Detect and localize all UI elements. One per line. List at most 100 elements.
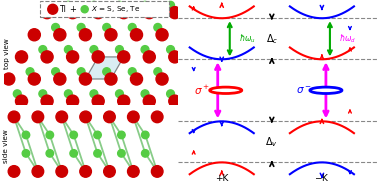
Circle shape bbox=[32, 166, 44, 177]
Circle shape bbox=[67, 51, 79, 63]
Circle shape bbox=[90, 46, 98, 53]
Circle shape bbox=[167, 90, 175, 98]
Circle shape bbox=[105, 73, 117, 85]
Circle shape bbox=[28, 73, 40, 85]
Circle shape bbox=[156, 73, 168, 85]
Text: $\hbar\omega_u$: $\hbar\omega_u$ bbox=[239, 33, 256, 45]
Circle shape bbox=[104, 166, 115, 177]
Circle shape bbox=[152, 166, 163, 177]
Circle shape bbox=[129, 68, 136, 76]
Text: $-$K: $-$K bbox=[314, 172, 330, 183]
Circle shape bbox=[46, 131, 54, 139]
Circle shape bbox=[52, 24, 59, 31]
Circle shape bbox=[118, 95, 130, 107]
Circle shape bbox=[8, 166, 20, 177]
Circle shape bbox=[116, 90, 123, 98]
Circle shape bbox=[130, 29, 143, 41]
Circle shape bbox=[90, 90, 98, 98]
Circle shape bbox=[116, 46, 123, 53]
Circle shape bbox=[103, 68, 111, 76]
Circle shape bbox=[143, 95, 155, 107]
Circle shape bbox=[141, 90, 149, 98]
Circle shape bbox=[56, 111, 68, 123]
Text: top view: top view bbox=[4, 38, 9, 69]
Circle shape bbox=[65, 1, 72, 9]
Circle shape bbox=[92, 7, 104, 19]
Circle shape bbox=[67, 95, 79, 107]
Circle shape bbox=[104, 111, 115, 123]
Circle shape bbox=[54, 73, 66, 85]
Circle shape bbox=[70, 131, 77, 139]
Circle shape bbox=[90, 1, 98, 9]
Circle shape bbox=[41, 51, 53, 63]
Circle shape bbox=[39, 46, 47, 53]
Circle shape bbox=[94, 150, 101, 157]
Circle shape bbox=[56, 166, 68, 177]
Text: $\hbar\omega_d$: $\hbar\omega_d$ bbox=[339, 33, 356, 45]
Text: $\Delta_v$: $\Delta_v$ bbox=[265, 135, 278, 149]
Circle shape bbox=[46, 150, 54, 157]
Circle shape bbox=[77, 68, 85, 76]
Circle shape bbox=[129, 24, 136, 31]
Circle shape bbox=[65, 90, 72, 98]
Circle shape bbox=[8, 111, 20, 123]
Circle shape bbox=[32, 111, 44, 123]
Circle shape bbox=[22, 131, 30, 139]
Circle shape bbox=[167, 46, 175, 53]
Circle shape bbox=[41, 95, 53, 107]
Circle shape bbox=[169, 95, 181, 107]
Circle shape bbox=[26, 68, 34, 76]
Circle shape bbox=[79, 73, 91, 85]
Circle shape bbox=[116, 1, 123, 9]
Circle shape bbox=[154, 24, 162, 31]
Circle shape bbox=[3, 73, 15, 85]
Text: $\sigma^+$: $\sigma^+$ bbox=[194, 84, 210, 97]
Circle shape bbox=[94, 131, 101, 139]
Circle shape bbox=[118, 51, 130, 63]
Circle shape bbox=[22, 150, 30, 157]
Circle shape bbox=[152, 111, 163, 123]
Text: +: + bbox=[70, 5, 76, 14]
Circle shape bbox=[41, 7, 53, 19]
Circle shape bbox=[156, 29, 168, 41]
Circle shape bbox=[65, 46, 72, 53]
Circle shape bbox=[118, 150, 125, 157]
Circle shape bbox=[81, 6, 88, 13]
Circle shape bbox=[127, 111, 139, 123]
Circle shape bbox=[167, 1, 175, 9]
Text: $X$ = S, Se, Te: $X$ = S, Se, Te bbox=[91, 4, 140, 14]
Circle shape bbox=[48, 4, 58, 14]
Circle shape bbox=[70, 150, 77, 157]
Text: +K: +K bbox=[215, 174, 228, 183]
Circle shape bbox=[141, 131, 149, 139]
Circle shape bbox=[141, 1, 149, 9]
Circle shape bbox=[80, 111, 91, 123]
FancyBboxPatch shape bbox=[40, 1, 169, 17]
Text: side view: side view bbox=[3, 129, 9, 163]
Circle shape bbox=[118, 7, 130, 19]
Circle shape bbox=[118, 131, 125, 139]
Circle shape bbox=[92, 51, 104, 63]
Circle shape bbox=[141, 150, 149, 157]
Polygon shape bbox=[85, 57, 124, 79]
Circle shape bbox=[52, 68, 59, 76]
Circle shape bbox=[103, 24, 111, 31]
Circle shape bbox=[143, 51, 155, 63]
Circle shape bbox=[67, 7, 79, 19]
Circle shape bbox=[141, 46, 149, 53]
Circle shape bbox=[130, 73, 143, 85]
Circle shape bbox=[154, 68, 162, 76]
Text: Tl: Tl bbox=[60, 5, 67, 14]
Circle shape bbox=[105, 29, 117, 41]
Circle shape bbox=[169, 7, 181, 19]
Circle shape bbox=[92, 95, 104, 107]
Circle shape bbox=[13, 90, 21, 98]
Circle shape bbox=[77, 24, 85, 31]
Circle shape bbox=[54, 29, 66, 41]
Circle shape bbox=[39, 90, 47, 98]
Text: $\sigma^-$: $\sigma^-$ bbox=[296, 85, 312, 96]
Circle shape bbox=[79, 29, 91, 41]
Circle shape bbox=[28, 29, 40, 41]
Text: $\Delta_c$: $\Delta_c$ bbox=[266, 32, 278, 46]
Circle shape bbox=[15, 95, 28, 107]
